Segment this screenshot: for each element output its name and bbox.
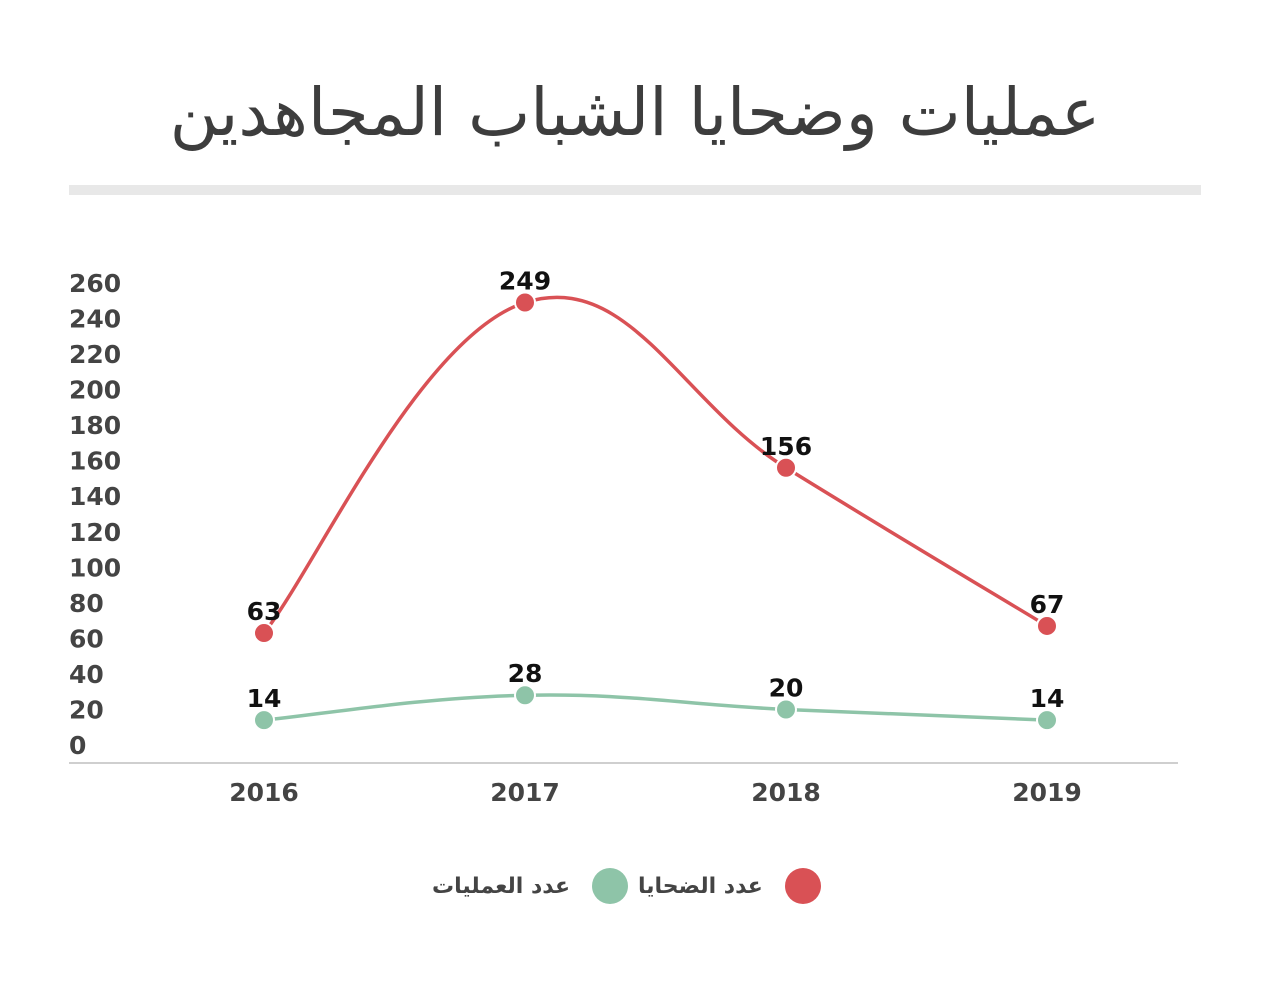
x-tick-label: 2019: [1012, 778, 1082, 807]
y-tick-label: 40: [69, 660, 104, 689]
y-tick-label: 80: [69, 589, 104, 618]
legend-swatch-operations: [591, 868, 628, 904]
series-layer: [253, 291, 1058, 732]
title-divider: [69, 185, 1201, 195]
y-tick-label: 260: [69, 269, 121, 298]
y-tick-label: 140: [69, 482, 121, 511]
y-axis: 0 20 40 60 80 100 120 140 160 180 200 220 240 260: [69, 269, 121, 760]
y-tick-label: 0: [69, 731, 86, 760]
data-label-victims: 156: [760, 432, 812, 461]
y-tick-label: 200: [69, 376, 121, 405]
y-tick-label: 220: [69, 340, 121, 369]
legend-item-operations[interactable]: عدد العمليات: [432, 866, 628, 906]
y-tick-label: 60: [69, 624, 104, 653]
data-point-victims[interactable]: [1036, 614, 1058, 637]
y-tick-label: 180: [69, 411, 121, 440]
y-tick-label: 160: [69, 447, 121, 476]
data-label-victims: 63: [247, 597, 282, 626]
data-label-operations: 14: [247, 684, 282, 713]
data-point-operations[interactable]: [775, 698, 797, 721]
data-point-victims[interactable]: [775, 456, 797, 479]
series-line-victims: [262, 295, 1048, 635]
legend-label-victims: عدد الضحايا: [638, 873, 763, 899]
data-point-operations[interactable]: [514, 684, 536, 707]
data-label-victims: 67: [1030, 590, 1065, 619]
series-line-operations: [263, 693, 1048, 722]
y-tick-label: 240: [69, 305, 121, 334]
legend-swatch-victims: [784, 868, 821, 904]
x-tick-label: 2017: [490, 778, 560, 807]
legend-label-operations: عدد العمليات: [432, 873, 570, 899]
x-tick-label: 2016: [229, 778, 299, 807]
y-tick-label: 100: [69, 553, 121, 582]
x-tick-label: 2018: [751, 778, 821, 807]
chart-title: عمليات وضحايا الشباب المجاهدين: [169, 74, 1101, 151]
data-label-operations: 14: [1030, 684, 1065, 713]
data-point-victims[interactable]: [514, 291, 536, 314]
x-axis: 2016 2017 2018 2019: [229, 778, 1082, 807]
data-labels-layer: 63 249 156 67 14 28 20 14: [247, 267, 1065, 714]
data-point-operations[interactable]: [1036, 709, 1058, 732]
data-label-operations: 28: [508, 659, 543, 688]
y-tick-label: 20: [69, 695, 104, 724]
data-point-operations[interactable]: [253, 709, 275, 732]
data-label-victims: 249: [499, 267, 551, 296]
y-tick-label: 120: [69, 518, 121, 547]
legend: عدد الضحايا عدد العمليات: [0, 866, 1270, 906]
legend-item-victims[interactable]: عدد الضحايا: [638, 866, 821, 906]
data-point-victims[interactable]: [253, 622, 275, 645]
data-label-operations: 20: [769, 673, 804, 702]
